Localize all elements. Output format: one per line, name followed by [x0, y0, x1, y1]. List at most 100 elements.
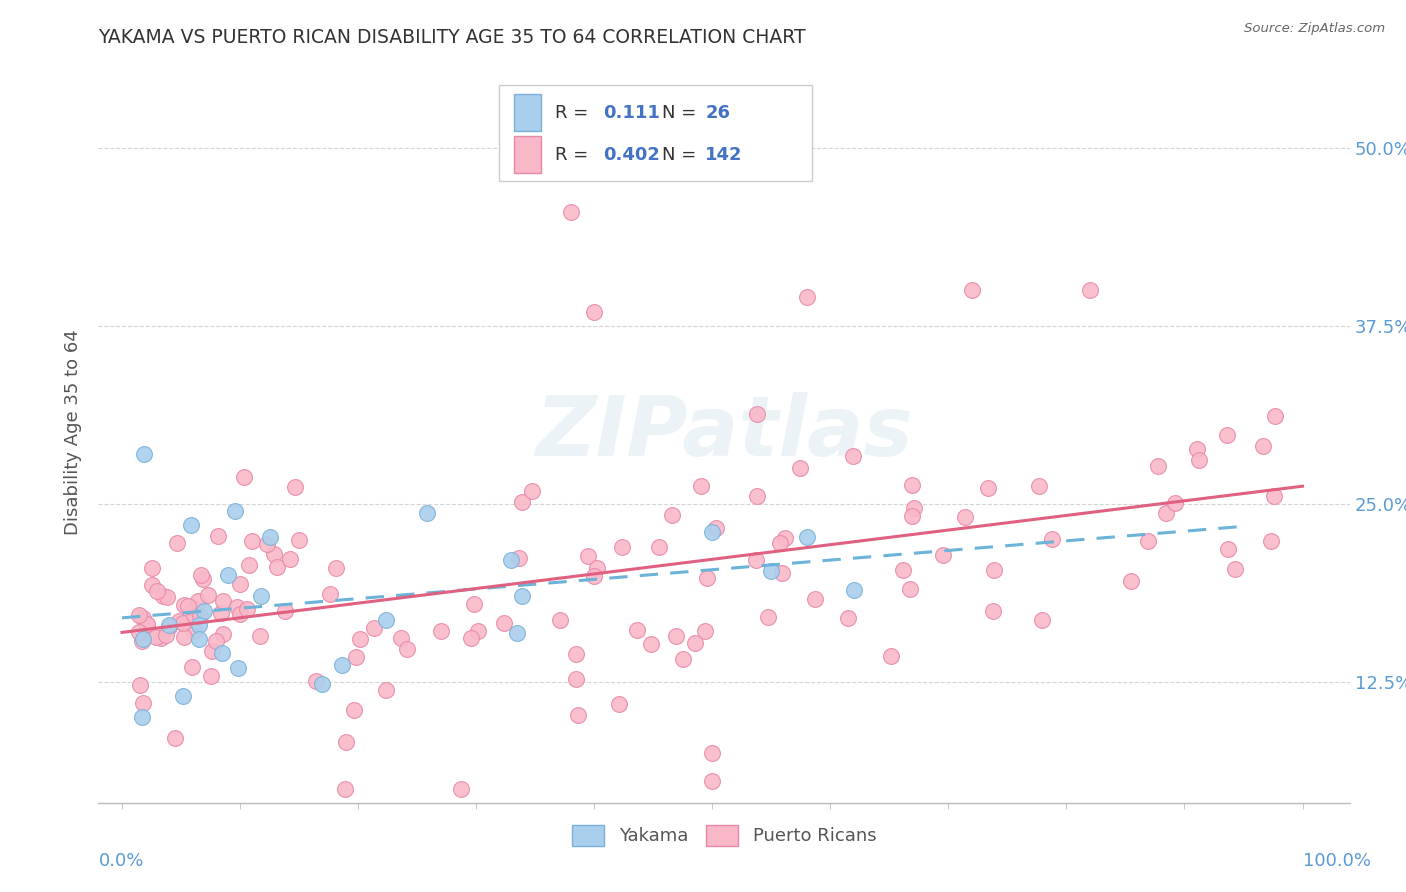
Point — [190, 609, 212, 624]
Point — [640, 637, 662, 651]
Point — [225, 600, 247, 615]
Point — [585, 561, 607, 575]
Point — [891, 563, 914, 577]
Point — [1263, 489, 1285, 503]
Point — [226, 660, 249, 674]
Point — [177, 599, 200, 613]
Point — [395, 642, 418, 657]
Point — [467, 624, 489, 639]
Point — [187, 617, 209, 632]
Text: 0.0%: 0.0% — [98, 852, 143, 870]
Point — [141, 577, 163, 591]
Point — [136, 619, 159, 633]
Point — [702, 524, 724, 539]
Point — [363, 621, 385, 635]
Point — [900, 509, 922, 524]
Point — [761, 564, 783, 578]
Point — [901, 478, 924, 492]
Point — [842, 449, 865, 463]
Point — [173, 631, 195, 645]
Point — [505, 626, 527, 640]
Point — [224, 504, 246, 518]
Point — [209, 606, 232, 620]
Legend: Yakama, Puerto Ricans: Yakama, Puerto Ricans — [561, 814, 887, 856]
Point — [1223, 562, 1246, 576]
Point — [200, 669, 222, 683]
Point — [1154, 506, 1177, 520]
Point — [704, 521, 727, 535]
Point — [1251, 439, 1274, 453]
Text: R =: R = — [555, 103, 595, 122]
Point — [494, 615, 516, 630]
Point — [207, 529, 229, 543]
Point — [1188, 452, 1211, 467]
Point — [389, 632, 412, 646]
Point — [583, 304, 606, 318]
Text: 0.402: 0.402 — [603, 146, 659, 164]
Point — [1121, 574, 1143, 589]
Point — [745, 407, 768, 421]
Point — [1040, 532, 1063, 546]
Point — [187, 632, 209, 646]
FancyBboxPatch shape — [513, 136, 541, 173]
Point — [166, 536, 188, 550]
Point — [319, 587, 342, 601]
Point — [211, 627, 233, 641]
Text: N =: N = — [661, 146, 702, 164]
Point — [548, 613, 571, 627]
Point — [129, 678, 152, 692]
Y-axis label: Disability Age 35 to 64: Disability Age 35 to 64 — [63, 330, 82, 535]
Point — [152, 590, 174, 604]
Point — [211, 646, 233, 660]
Point — [146, 583, 169, 598]
Text: 26: 26 — [706, 103, 730, 122]
Point — [375, 613, 398, 627]
Point — [150, 631, 173, 645]
Point — [132, 610, 155, 624]
Point — [903, 501, 925, 516]
Point — [183, 607, 205, 622]
Point — [565, 647, 588, 661]
Point — [232, 470, 254, 484]
Point — [510, 589, 533, 603]
Point — [745, 553, 768, 567]
Text: N =: N = — [661, 103, 702, 122]
Point — [335, 734, 357, 748]
Point — [671, 651, 693, 665]
Point — [565, 672, 588, 686]
Point — [236, 602, 259, 616]
Point — [796, 530, 818, 544]
Point — [266, 560, 288, 574]
Point — [770, 566, 793, 580]
Point — [983, 563, 1005, 577]
Point — [256, 537, 278, 551]
Point — [661, 508, 683, 523]
Point — [463, 597, 485, 611]
Point — [274, 604, 297, 618]
Point — [460, 632, 482, 646]
Point — [1185, 442, 1208, 456]
Point — [804, 592, 827, 607]
Point — [695, 624, 717, 638]
Point — [325, 560, 347, 574]
Point — [758, 610, 780, 624]
Point — [689, 479, 711, 493]
Point — [263, 547, 285, 561]
Point — [665, 630, 688, 644]
Point — [953, 510, 976, 524]
Point — [172, 615, 194, 630]
FancyBboxPatch shape — [513, 95, 541, 131]
Point — [375, 682, 398, 697]
Point — [1031, 613, 1053, 627]
Point — [284, 480, 307, 494]
Point — [180, 659, 202, 673]
Point — [141, 561, 163, 575]
Point — [1260, 534, 1282, 549]
Point — [211, 594, 233, 608]
Point — [156, 590, 179, 604]
Point — [520, 484, 543, 499]
Point — [201, 644, 224, 658]
Point — [193, 604, 215, 618]
Point — [1216, 427, 1239, 442]
Point — [567, 707, 589, 722]
